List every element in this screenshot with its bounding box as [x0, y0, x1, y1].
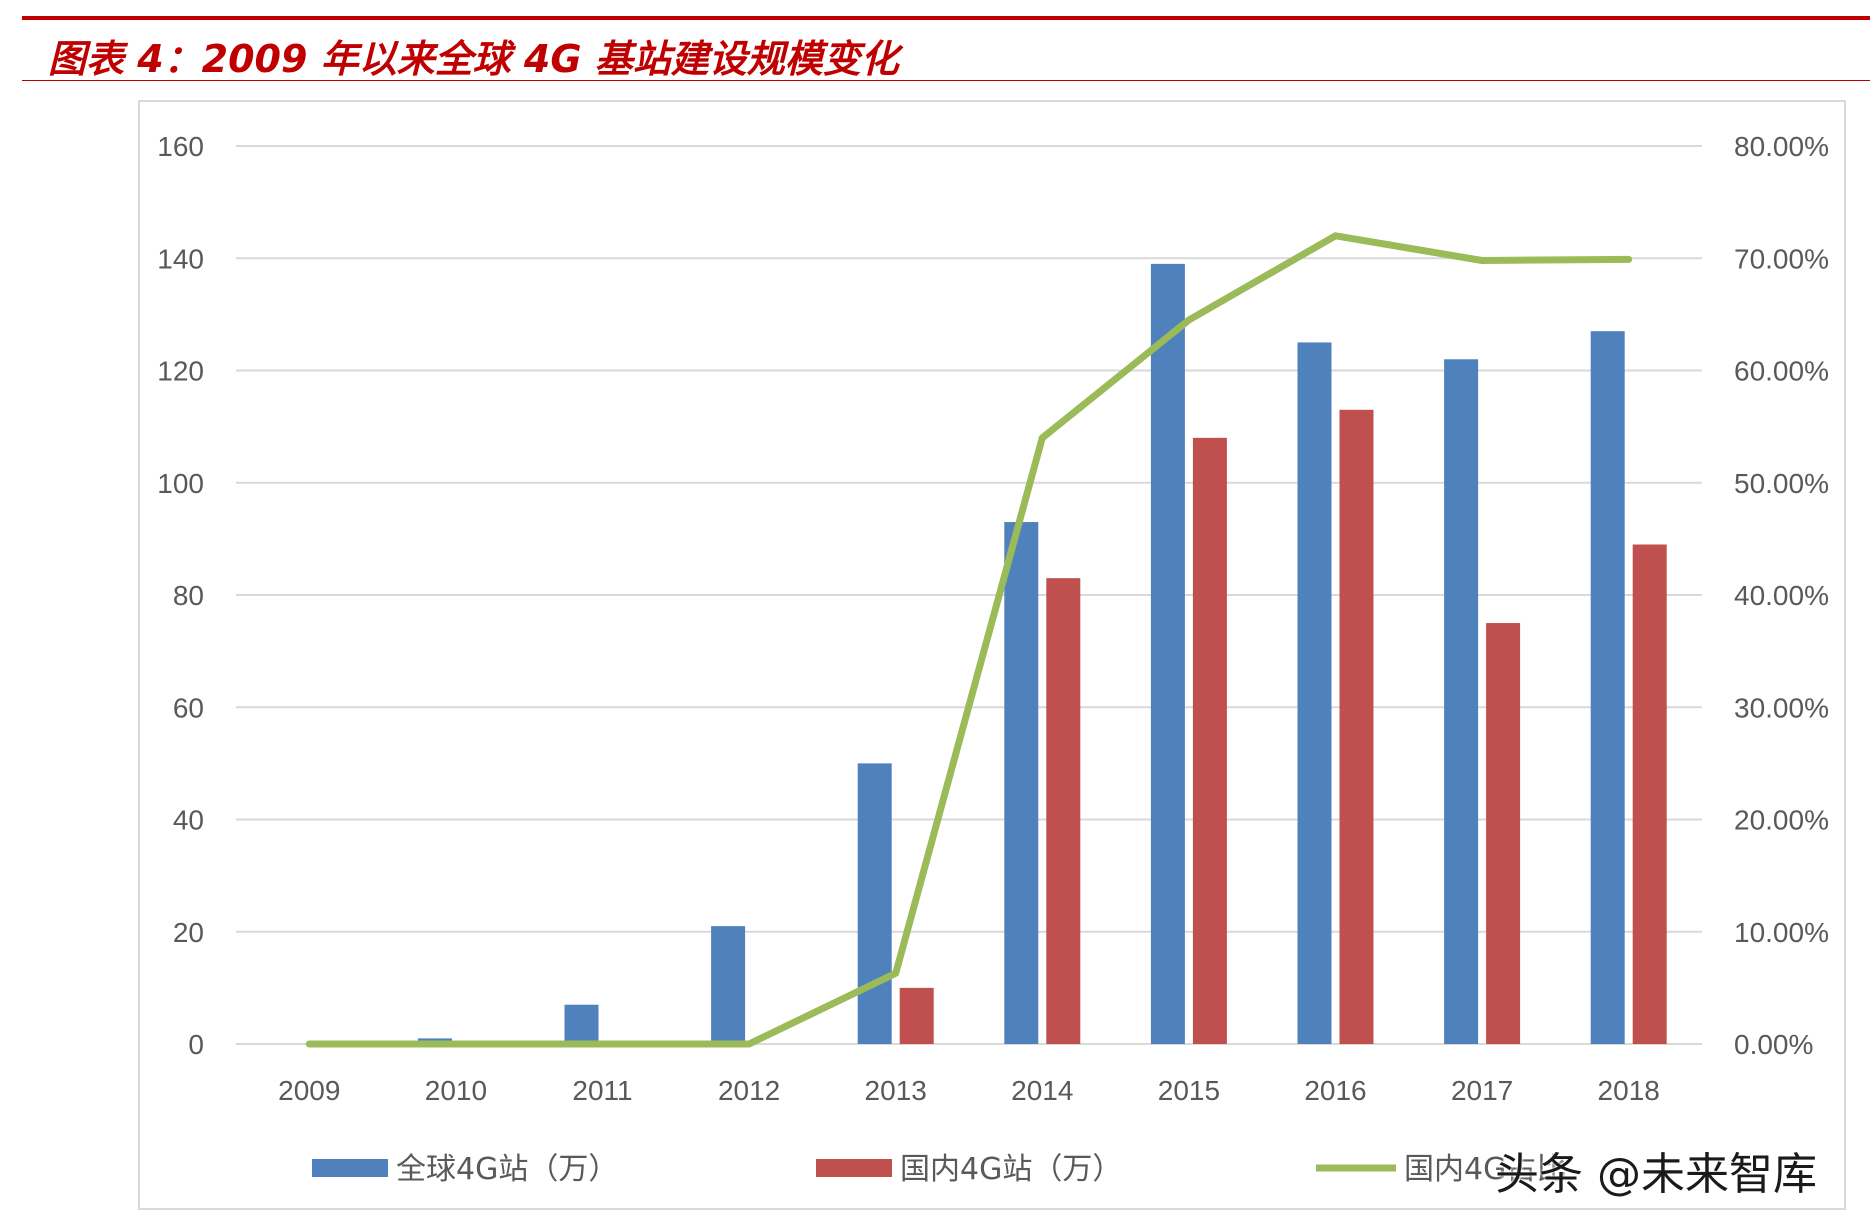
y-right-tick-label: 0.00% — [1734, 1029, 1813, 1060]
chart-title: 图表 4：2009 年以来全球 4G 基站建设规模变化 — [48, 37, 899, 81]
bar-global — [1444, 359, 1479, 1044]
x-tick-label: 2011 — [572, 1075, 632, 1106]
legend: 全球4G站（万） 国内4G站（万） 国内4G占比 — [312, 1152, 1566, 1187]
bar-global — [711, 926, 746, 1044]
grid-layer — [236, 145, 1702, 1045]
y-right-tick-label: 60.00% — [1734, 356, 1829, 387]
title-bottom-rule — [22, 80, 1870, 81]
y-left-tick-label: 140 — [157, 243, 204, 274]
y-left-tick-label: 60 — [173, 692, 204, 723]
bars-layer — [417, 263, 1667, 1045]
bar-domestic — [1486, 623, 1521, 1044]
legend-label: 全球4G站（万） — [396, 1152, 618, 1187]
chart-frame — [138, 100, 1846, 1210]
bar-global — [1004, 522, 1039, 1044]
y-right-tick-label: 10.00% — [1734, 917, 1829, 948]
bar-domestic — [1046, 578, 1081, 1044]
y-right-tick-label: 40.00% — [1734, 580, 1829, 611]
bar-domestic — [1632, 544, 1667, 1044]
share-line — [305, 232, 1633, 1048]
watermark: 头条 @未来智库 — [1495, 1149, 1817, 1200]
y-left-tick-label: 40 — [173, 805, 204, 836]
legend-swatch — [816, 1159, 892, 1177]
bar-global — [1297, 342, 1332, 1044]
legend-swatch — [312, 1159, 388, 1177]
legend-label: 国内4G站（万） — [900, 1152, 1122, 1187]
y-right-tick-label: 50.00% — [1734, 468, 1829, 499]
bar-domestic — [1192, 437, 1227, 1045]
y-left-tick-label: 120 — [157, 356, 204, 387]
bar-global — [1150, 263, 1185, 1044]
x-tick-label: 2017 — [1451, 1075, 1513, 1106]
y-right-tick-label: 80.00% — [1734, 131, 1829, 162]
bar-global — [1590, 331, 1625, 1044]
y-left-tick-label: 20 — [173, 917, 204, 948]
x-tick-label: 2012 — [718, 1075, 780, 1106]
x-tick-label: 2013 — [865, 1075, 927, 1106]
x-tick-label: 2016 — [1304, 1075, 1366, 1106]
x-tick-label: 2018 — [1598, 1075, 1660, 1106]
legend-label: 国内4G占比 — [1404, 1152, 1566, 1187]
y-right-tick-label: 70.00% — [1734, 243, 1829, 274]
x-tick-label: 2015 — [1158, 1075, 1220, 1106]
y-left-tick-label: 0 — [188, 1029, 204, 1060]
line-layer — [305, 232, 1633, 1048]
bar-global — [564, 1004, 599, 1044]
y-left-tick-label: 100 — [157, 468, 204, 499]
bar-global — [857, 763, 892, 1044]
y-right-tick-label: 20.00% — [1734, 805, 1829, 836]
x-tick-label: 2014 — [1011, 1075, 1073, 1106]
bar-domestic — [1339, 409, 1374, 1045]
title-top-rule — [22, 16, 1870, 20]
bar-domestic — [899, 987, 934, 1044]
y-right-tick-label: 30.00% — [1734, 692, 1829, 723]
y-left-tick-label: 80 — [173, 580, 204, 611]
y-left-tick-label: 160 — [157, 131, 204, 162]
axis-layer: 0 20 40 60 80 100 120 140 160 0.00% 10.00% 20.00% 30… — [157, 131, 1829, 1106]
x-tick-label: 2010 — [425, 1075, 487, 1106]
x-tick-label: 2009 — [278, 1075, 340, 1106]
